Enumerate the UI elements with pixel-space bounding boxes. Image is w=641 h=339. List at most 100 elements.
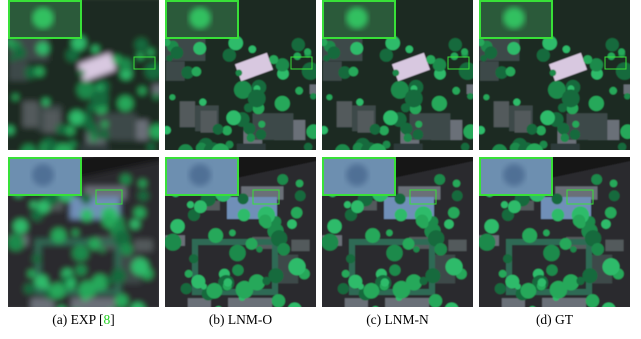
- tree: [557, 123, 569, 135]
- tree: [620, 124, 635, 139]
- tree: [537, 49, 550, 62]
- tree: [395, 209, 408, 222]
- tree: [495, 283, 506, 294]
- tree: [346, 254, 355, 263]
- tree: [320, 38, 328, 46]
- tree: [291, 207, 302, 218]
- tree: [30, 201, 37, 208]
- tree: [91, 90, 109, 108]
- tree: [386, 245, 403, 262]
- tree: [364, 283, 380, 299]
- tree: [99, 129, 110, 140]
- tree: [89, 238, 101, 250]
- tree: [573, 215, 585, 227]
- tree: [552, 193, 563, 204]
- tree: [6, 38, 14, 46]
- tree: [327, 219, 341, 233]
- tree: [137, 52, 145, 60]
- zoom-detail: [189, 7, 211, 29]
- tree: [572, 121, 579, 128]
- tree: [75, 264, 86, 275]
- tree: [147, 143, 155, 151]
- tree: [453, 180, 461, 188]
- building: [337, 101, 352, 127]
- tree: [92, 274, 108, 290]
- tree: [92, 45, 100, 53]
- tree: [570, 129, 581, 140]
- tree: [277, 243, 290, 256]
- tree: [138, 190, 149, 201]
- tree: [608, 52, 616, 60]
- tree: [576, 277, 584, 285]
- tree: [115, 294, 129, 308]
- tree: [370, 124, 381, 135]
- tree: [522, 228, 537, 243]
- tree: [348, 275, 362, 289]
- building: [385, 298, 429, 310]
- tree: [389, 264, 400, 275]
- caption: (b) LNM-O: [165, 312, 316, 328]
- tree: [560, 238, 572, 250]
- image-panel: [0, 0, 171, 183]
- tree: [425, 268, 440, 283]
- tree: [277, 174, 288, 185]
- tree: [138, 87, 146, 95]
- tree: [145, 62, 163, 80]
- image-panel: [3, 140, 165, 310]
- building: [71, 298, 115, 310]
- tree: [288, 258, 305, 275]
- tree: [238, 209, 251, 222]
- tree: [485, 46, 498, 59]
- tree: [208, 228, 223, 243]
- tree: [243, 123, 255, 135]
- tree: [560, 134, 569, 143]
- tree: [610, 180, 618, 188]
- tree: [552, 209, 565, 222]
- building: [542, 298, 586, 310]
- tree: [269, 55, 278, 64]
- tree: [319, 126, 327, 134]
- tree: [521, 283, 537, 299]
- tree: [66, 49, 79, 62]
- tree: [171, 46, 184, 59]
- tree: [81, 209, 94, 222]
- tree: [296, 180, 304, 188]
- tree: [162, 126, 170, 134]
- tree: [461, 48, 468, 55]
- tree: [249, 45, 257, 53]
- tree: [265, 309, 272, 310]
- tree: [452, 190, 463, 201]
- tree: [181, 283, 192, 294]
- tree: [72, 230, 79, 237]
- tree: [131, 258, 148, 275]
- tree: [403, 134, 412, 143]
- tree: [232, 264, 243, 275]
- tree: [238, 193, 249, 204]
- tree: [416, 215, 428, 227]
- caption-text: (a) EXP [: [52, 312, 103, 327]
- tree: [14, 46, 27, 59]
- tree: [304, 48, 311, 55]
- building: [228, 298, 272, 310]
- tree: [223, 49, 236, 62]
- tree: [191, 275, 205, 289]
- zoom-detail: [32, 7, 54, 29]
- tree: [351, 200, 364, 213]
- image-panel: [474, 140, 636, 310]
- tree: [86, 123, 98, 135]
- tree: [42, 99, 49, 106]
- tree: [477, 38, 485, 46]
- tree: [50, 283, 66, 299]
- tree: [68, 309, 85, 310]
- tree: [413, 246, 419, 252]
- zoom-detail: [503, 7, 525, 29]
- tree: [187, 201, 194, 208]
- tree: [304, 143, 312, 151]
- tree: [432, 96, 447, 111]
- tree: [349, 67, 359, 77]
- tree: [295, 87, 303, 95]
- image-panel: [317, 140, 479, 310]
- image-panel: [314, 0, 485, 183]
- tree: [189, 254, 198, 263]
- tree: [248, 90, 266, 108]
